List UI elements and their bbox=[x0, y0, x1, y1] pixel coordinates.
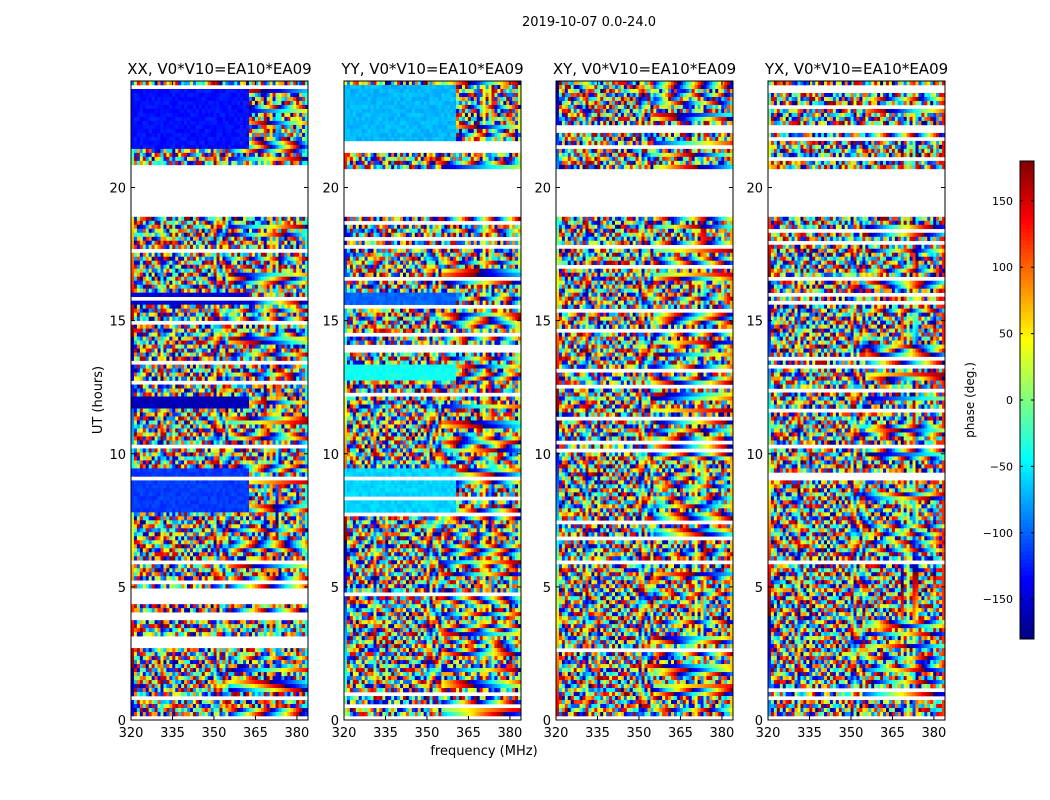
y-tick-label: 10 bbox=[746, 448, 763, 463]
x-tick-label: 380 bbox=[285, 726, 310, 741]
y-axis-label: UT (hours) bbox=[91, 366, 106, 434]
colorbar: −150 −100 −50 0 50 100 150 phase (deg.) bbox=[963, 161, 1034, 639]
y-tick-label: 10 bbox=[109, 448, 126, 463]
y-tick-label: 10 bbox=[322, 448, 339, 463]
x-tick-label: 335 bbox=[373, 726, 398, 741]
panel-title: XX, V0*V10=EA10*EA09 bbox=[127, 60, 311, 78]
x-tick-label: 365 bbox=[456, 726, 481, 741]
y-tick-label: 5 bbox=[118, 581, 126, 596]
x-tick-label: 365 bbox=[243, 726, 268, 741]
heatmap-cells bbox=[344, 81, 521, 716]
y-tick-label: 20 bbox=[109, 182, 126, 197]
x-tick-label: 350 bbox=[202, 726, 227, 741]
x-tick-label: 350 bbox=[839, 726, 864, 741]
x-tick-label: 335 bbox=[160, 726, 185, 741]
y-tick-label: 20 bbox=[322, 182, 339, 197]
x-tick-label: 365 bbox=[880, 726, 905, 741]
colorbar-tick-label: −50 bbox=[990, 460, 1013, 473]
figure-suptitle: 2019-10-07 0.0-24.0 bbox=[522, 15, 656, 30]
colorbar-tick-label: 50 bbox=[999, 328, 1013, 341]
y-tick-label: 20 bbox=[746, 182, 763, 197]
x-tick-label: 350 bbox=[415, 726, 440, 741]
x-tick-label: 350 bbox=[627, 726, 652, 741]
colorbar-tick-label: −150 bbox=[983, 593, 1013, 606]
y-tick-label: 15 bbox=[322, 315, 339, 330]
colorbar-tick-label: 150 bbox=[992, 195, 1013, 208]
colorbar-tick-label: 0 bbox=[1006, 394, 1013, 407]
y-tick-label: 5 bbox=[755, 581, 763, 596]
y-tick-label: 0 bbox=[118, 714, 126, 729]
y-tick-label: 0 bbox=[543, 714, 551, 729]
y-tick-label: 5 bbox=[543, 581, 551, 596]
heatmap-cells bbox=[131, 81, 308, 716]
x-tick-label: 335 bbox=[585, 726, 610, 741]
colorbar-tick-label: 100 bbox=[992, 261, 1013, 274]
x-tick-label: 365 bbox=[668, 726, 693, 741]
y-tick-label: 0 bbox=[331, 714, 339, 729]
y-tick-label: 5 bbox=[331, 581, 339, 596]
x-tick-label: 335 bbox=[797, 726, 822, 741]
colorbar-tick-label: −100 bbox=[983, 527, 1013, 540]
x-tick-label: 380 bbox=[498, 726, 523, 741]
y-tick-label: 15 bbox=[746, 315, 763, 330]
heatmap-cells bbox=[768, 81, 945, 716]
panel-title: XY, V0*V10=EA10*EA09 bbox=[553, 60, 736, 78]
y-tick-label: 15 bbox=[534, 315, 551, 330]
panel-title: YX, V0*V10=EA10*EA09 bbox=[764, 60, 948, 78]
x-axis-label: frequency (MHz) bbox=[430, 744, 537, 759]
y-tick-label: 10 bbox=[534, 448, 551, 463]
y-tick-label: 0 bbox=[755, 714, 763, 729]
y-tick-label: 20 bbox=[534, 182, 551, 197]
heatmap-cells bbox=[556, 81, 733, 716]
x-tick-label: 380 bbox=[710, 726, 735, 741]
y-tick-label: 15 bbox=[109, 315, 126, 330]
panel-title: YY, V0*V10=EA10*EA09 bbox=[340, 60, 523, 78]
colorbar-label: phase (deg.) bbox=[963, 362, 977, 438]
x-tick-label: 380 bbox=[922, 726, 947, 741]
phase-figure: 2019-10-07 0.0-24.0 frequency (MHz) UT (… bbox=[0, 0, 1050, 800]
